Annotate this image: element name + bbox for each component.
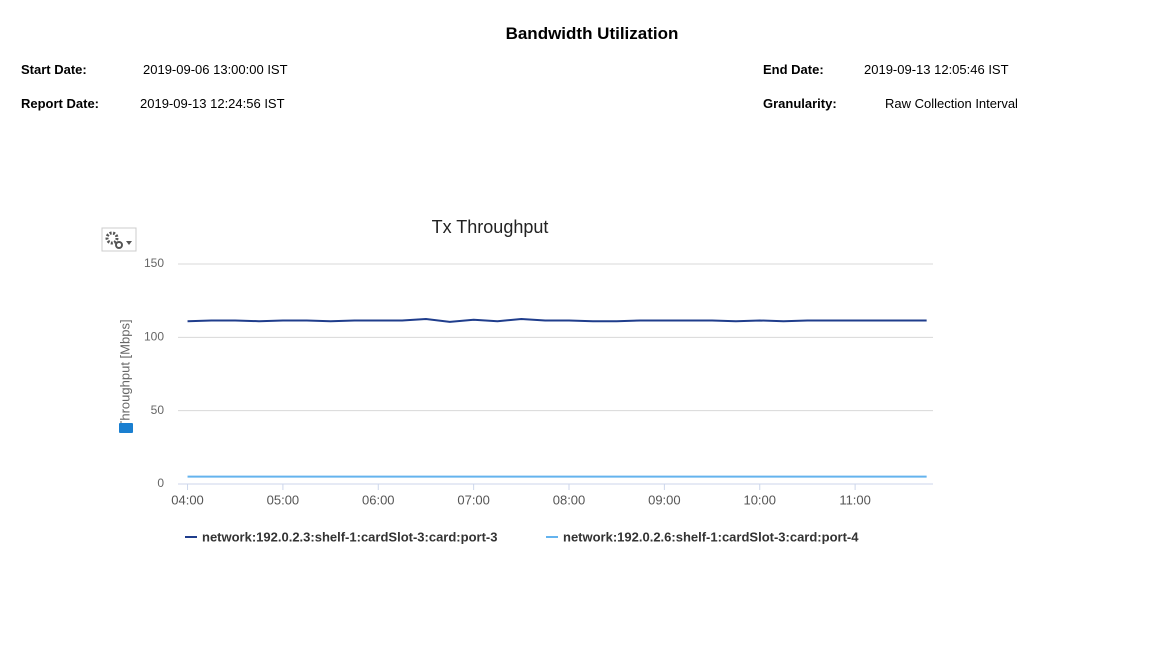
x-tick-label: 09:00 (648, 492, 681, 507)
x-tick-label: 08:00 (553, 492, 586, 507)
chart-title: Tx Throughput (432, 217, 549, 237)
resize-icon[interactable] (119, 423, 133, 433)
chart-menu-button[interactable] (101, 227, 137, 252)
x-tick-label: 11:00 (839, 492, 871, 507)
field-label: Start Date: (21, 62, 87, 77)
field-value: Raw Collection Interval (885, 96, 1018, 111)
field-label: Report Date: (21, 96, 100, 111)
y-axis-label: Throughput [Mbps] (117, 319, 132, 428)
series-line (187, 317, 927, 323)
field-label: End Date: (763, 62, 824, 77)
legend-label[interactable]: network:192.0.2.6:shelf-1:cardSlot-3:car… (563, 529, 859, 544)
report-title: Bandwidth Utilization (505, 24, 679, 43)
x-tick-label: 04:00 (171, 492, 204, 507)
field-value: 2019-09-06 13:00:00 IST (143, 62, 288, 77)
y-tick-label: 100 (144, 330, 164, 344)
gear-icon (115, 241, 123, 249)
x-tick-label: 10:00 (743, 492, 776, 507)
legend-label[interactable]: network:192.0.2.3:shelf-1:cardSlot-3:car… (202, 529, 497, 544)
field-label: Granularity: (763, 96, 837, 111)
y-tick-label: 0 (157, 476, 164, 490)
field-value: 2019-09-13 12:05:46 IST (864, 62, 1009, 77)
field-value: 2019-09-13 12:24:56 IST (140, 96, 285, 111)
x-tick-label: 07:00 (457, 492, 490, 507)
gear-icon (105, 231, 119, 245)
y-tick-label: 150 (144, 256, 164, 270)
x-tick-label: 06:00 (362, 492, 395, 507)
dropdown-arrow (126, 241, 132, 245)
x-tick-label: 05:00 (267, 492, 300, 507)
y-tick-label: 50 (151, 403, 165, 417)
